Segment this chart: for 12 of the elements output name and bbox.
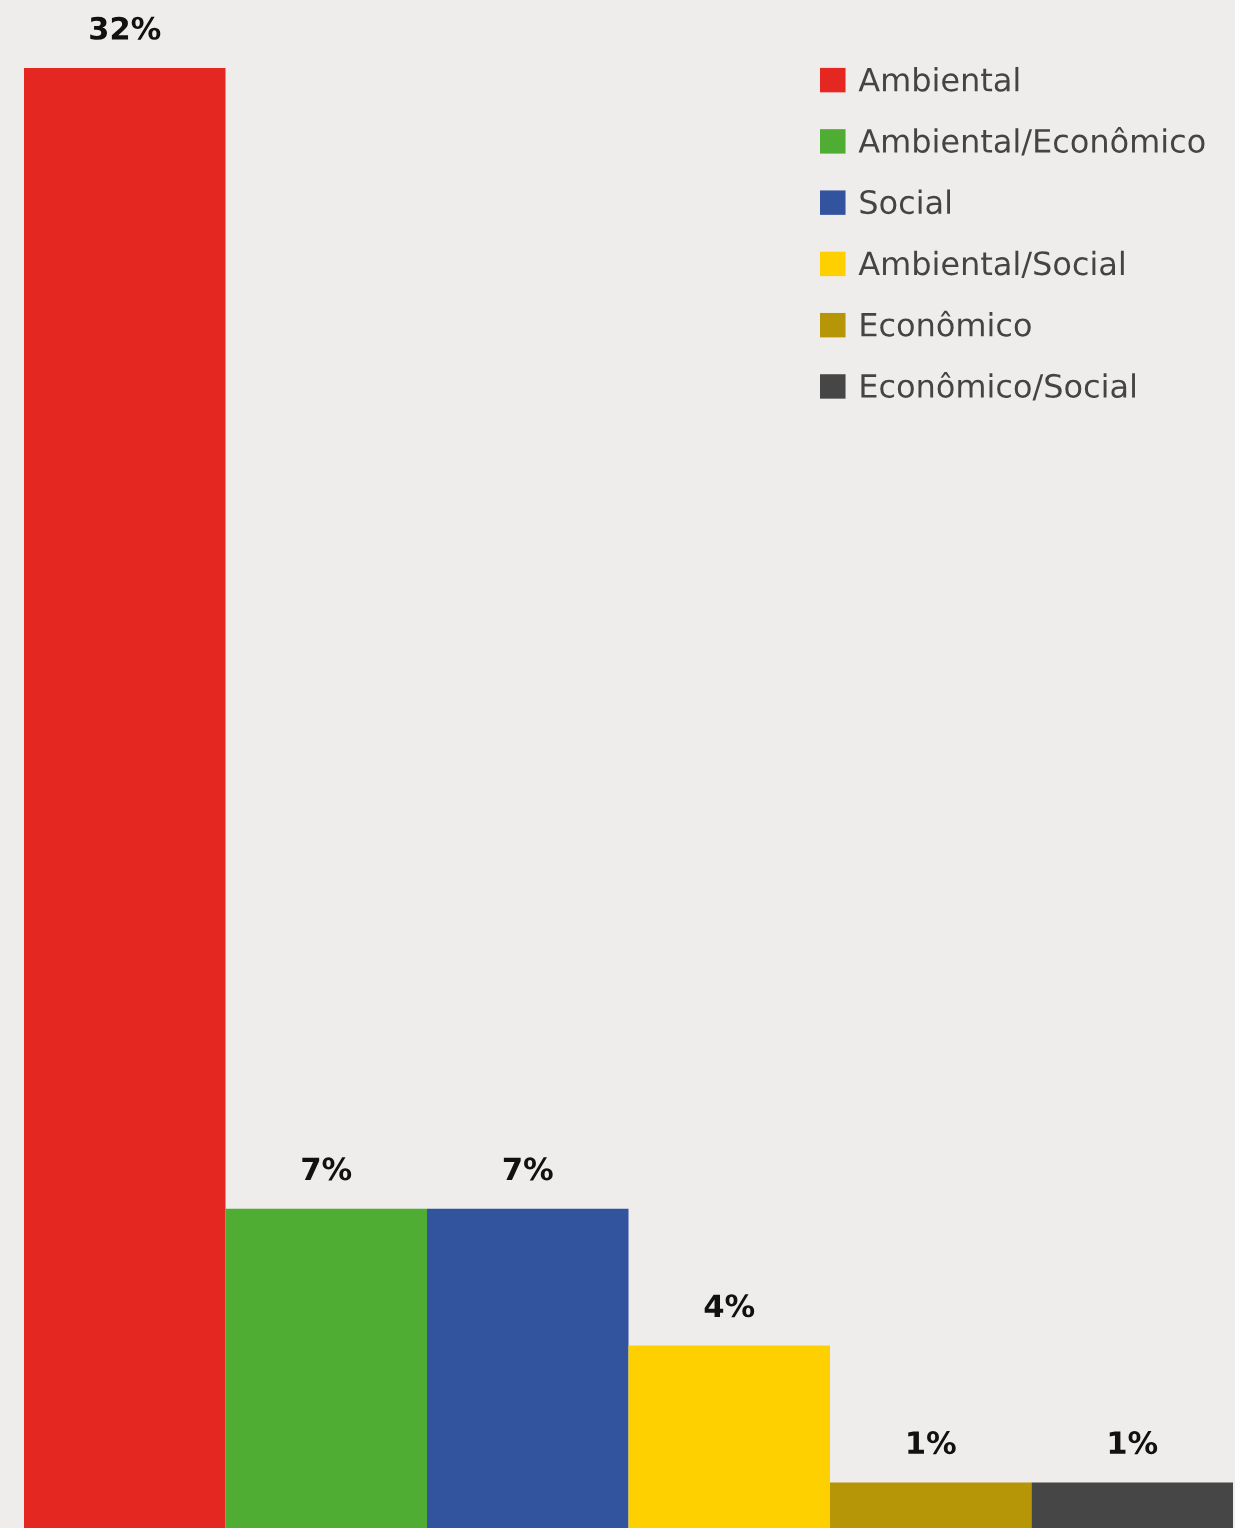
data-label: 32%: [90, 16, 161, 40]
legend-label: Econômico: [861, 310, 1031, 337]
legend-label: Econômico/Social: [861, 371, 1135, 401]
data-label: 1%: [908, 1431, 956, 1455]
legend-label: Ambiental/Social: [858, 250, 1124, 278]
legend-label: Ambiental: [858, 66, 1019, 92]
data-label: 7%: [302, 1157, 352, 1181]
data-label: 1%: [1109, 1431, 1158, 1455]
data-label: 7%: [503, 1157, 553, 1181]
data-label: 4%: [704, 1294, 755, 1318]
legend-label: Social: [860, 189, 951, 215]
legend-label: Ambiental/Econômico: [858, 126, 1205, 156]
